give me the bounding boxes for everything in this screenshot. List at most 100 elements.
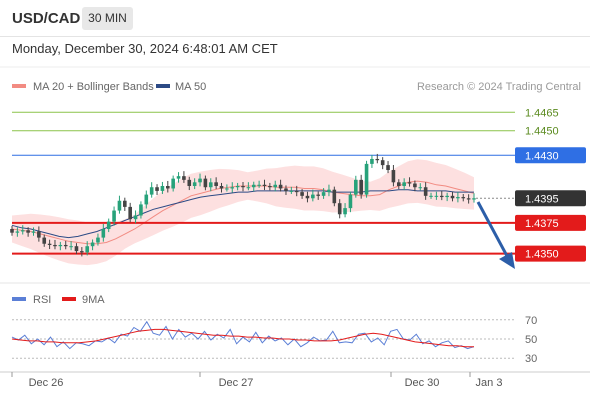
candle-body bbox=[160, 186, 165, 191]
candle-body bbox=[165, 186, 170, 189]
candle-body bbox=[128, 206, 132, 220]
candle-body bbox=[101, 229, 106, 238]
candle-body bbox=[192, 182, 197, 186]
ma50-legend-label: MA 50 bbox=[175, 81, 206, 93]
candle-body bbox=[149, 187, 154, 195]
candle-body bbox=[466, 198, 471, 200]
candle-body bbox=[343, 208, 347, 215]
candle-body bbox=[257, 184, 261, 186]
candle-body bbox=[20, 230, 25, 232]
candle-body bbox=[176, 176, 181, 179]
candle-body bbox=[439, 195, 444, 198]
candles bbox=[10, 153, 476, 257]
candle-body bbox=[187, 179, 192, 186]
candle-body bbox=[214, 182, 218, 186]
price-level-label: 1.4350 bbox=[525, 249, 559, 261]
ma50-line bbox=[11, 189, 474, 239]
candle-body bbox=[278, 184, 283, 189]
candle-body bbox=[380, 160, 385, 166]
candle-body bbox=[10, 229, 14, 233]
candle-body bbox=[370, 158, 374, 164]
rsi-grid: 70 50 30 bbox=[12, 315, 537, 365]
price-level-label: 1.4465 bbox=[525, 107, 559, 119]
rsi-ma-legend-label: 9MA bbox=[82, 294, 105, 306]
candle-body bbox=[386, 165, 390, 171]
credit-label: Research © 2024 Trading Central bbox=[417, 81, 581, 93]
ma20-legend-label: MA 20 + Bollinger Bands bbox=[33, 81, 154, 93]
ma50-legend-swatch bbox=[156, 84, 170, 88]
candle-body bbox=[445, 195, 449, 198]
candle-body bbox=[375, 158, 380, 161]
candle-body bbox=[327, 189, 331, 193]
candle-body bbox=[413, 183, 417, 188]
candle-body bbox=[316, 194, 321, 196]
candle-body bbox=[251, 184, 256, 188]
candle-body bbox=[31, 231, 36, 233]
candle-body bbox=[106, 221, 111, 229]
candle-body bbox=[434, 195, 439, 197]
candle-body bbox=[235, 186, 240, 188]
candle-body bbox=[47, 243, 52, 245]
x-tick-label: Dec 30 bbox=[405, 377, 440, 389]
candle-body bbox=[219, 186, 224, 189]
candle-body bbox=[117, 200, 122, 211]
candle-body bbox=[198, 178, 202, 183]
candle-body bbox=[300, 192, 304, 196]
candle-body bbox=[294, 190, 299, 193]
candle-body bbox=[321, 192, 326, 196]
candle-body bbox=[396, 182, 401, 186]
candle-body bbox=[90, 242, 95, 247]
candle-body bbox=[203, 178, 208, 188]
candle-body bbox=[402, 182, 406, 186]
rsi-ma-legend-swatch bbox=[62, 297, 76, 301]
candle-body bbox=[262, 184, 267, 186]
ma20-legend-swatch bbox=[12, 84, 26, 88]
candle-body bbox=[112, 210, 116, 222]
candle-body bbox=[305, 195, 310, 199]
candle-body bbox=[461, 197, 466, 199]
candle-body bbox=[456, 197, 460, 199]
symbol-title: USD/CAD bbox=[12, 10, 81, 27]
candle-body bbox=[391, 170, 396, 183]
candle-body bbox=[284, 188, 288, 191]
price-level-tag bbox=[515, 190, 586, 207]
candle-body bbox=[354, 179, 358, 195]
bollinger-band bbox=[12, 159, 474, 266]
candle-body bbox=[80, 251, 84, 253]
candle-body bbox=[230, 187, 235, 189]
timestamp: Monday, December 30, 2024 6:48:01 AM CET bbox=[12, 41, 278, 56]
rsi-legend-label: RSI bbox=[33, 294, 51, 306]
candle-body bbox=[472, 198, 476, 200]
candle-body bbox=[42, 237, 47, 244]
rsi-ma-line bbox=[11, 328, 474, 348]
candle-body bbox=[171, 178, 175, 189]
candle-body bbox=[15, 231, 20, 233]
candle-body bbox=[26, 230, 30, 233]
candle-body bbox=[429, 195, 433, 197]
price-level-label: 1.4430 bbox=[525, 150, 559, 162]
candle-body bbox=[348, 194, 353, 209]
price-level-tag bbox=[515, 147, 586, 164]
candle-body bbox=[155, 187, 159, 191]
x-tick-label: Dec 26 bbox=[29, 377, 64, 389]
candle-body bbox=[332, 189, 337, 204]
rsi-legend-swatch bbox=[12, 297, 26, 301]
candle-body bbox=[241, 186, 245, 188]
forecast-arrow-head bbox=[499, 252, 515, 269]
candle-body bbox=[37, 231, 41, 238]
timeframe-button[interactable]: 30 MIN bbox=[82, 7, 133, 30]
candle-body bbox=[418, 187, 423, 189]
candle-body bbox=[53, 244, 57, 247]
candle-body bbox=[273, 184, 278, 188]
candle-body bbox=[123, 200, 127, 207]
candle-body bbox=[133, 215, 138, 220]
rsi-tick-label: 70 bbox=[525, 315, 537, 327]
top-bar: USD/CAD 30 MIN bbox=[0, 0, 590, 37]
candle-body bbox=[423, 187, 428, 196]
candle-body bbox=[139, 204, 143, 216]
rsi-legend: RSI 9MA bbox=[12, 294, 105, 306]
candle-body bbox=[289, 190, 294, 192]
candle-body bbox=[407, 182, 412, 184]
rsi-line bbox=[11, 320, 475, 350]
